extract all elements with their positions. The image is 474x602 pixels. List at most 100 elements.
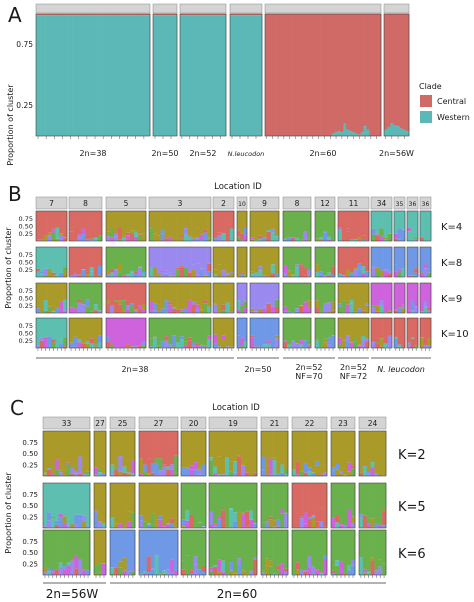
cluster-bar-segment — [375, 247, 380, 268]
cluster-bar-segment — [365, 341, 370, 348]
cluster-bar-segment — [149, 310, 154, 313]
cluster-bar-segment — [241, 570, 246, 573]
cluster-bar-segment — [407, 318, 411, 343]
cluster-bar-segment — [168, 302, 173, 305]
panel-a-bar-central — [88, 14, 94, 16]
panel-a-bar-western — [76, 15, 82, 136]
cluster-bar-segment — [291, 211, 296, 238]
cluster-bar-segment — [149, 346, 154, 348]
cluster-bar-segment — [74, 530, 79, 556]
cluster-bar-segment — [303, 483, 308, 513]
cluster-bar-segment — [59, 233, 64, 236]
cluster-bar-segment — [361, 273, 366, 277]
cluster-bar-segment — [94, 483, 99, 511]
panel-a-bar-western — [242, 15, 247, 136]
cluster-bar-segment — [270, 306, 276, 312]
cluster-bar-segment — [366, 471, 371, 474]
cluster-bar-segment — [195, 308, 200, 313]
cluster-bar-segment — [160, 233, 165, 241]
cluster-bar-segment — [362, 527, 368, 528]
cluster-bar-segment — [299, 431, 304, 472]
cluster-bar-segment — [142, 318, 147, 342]
cluster-bar-segment — [338, 303, 343, 307]
cluster-bar-segment — [383, 312, 389, 313]
panel-a-bar-western — [352, 132, 356, 136]
cluster-bar-segment — [284, 568, 289, 572]
cluster-bar-segment — [110, 431, 115, 465]
location-strip — [370, 196, 393, 210]
cluster-bar-segment — [89, 211, 95, 239]
cluster-bar-segment — [221, 310, 226, 313]
cluster-bar-segment — [357, 211, 362, 238]
cluster-bar-segment — [387, 335, 393, 348]
cluster-bar-segment — [66, 525, 71, 528]
cluster-bar-segment — [139, 515, 144, 521]
cluster-bar-segment — [221, 339, 226, 348]
cluster-bar-segment — [172, 308, 177, 313]
cluster-bar-segment — [319, 247, 324, 272]
cluster-bar-segment — [162, 431, 167, 465]
cluster-bar-segment — [203, 232, 208, 241]
cluster-bar-segment — [114, 301, 119, 313]
cluster-bar-segment — [86, 526, 91, 528]
cluster-bar-segment — [203, 303, 208, 313]
cluster-bar-segment — [292, 469, 297, 476]
cluster-bar-segment — [39, 240, 45, 241]
cluster-bar-segment — [106, 318, 111, 337]
cluster-bar-segment — [126, 571, 132, 575]
cluster-bar-segment — [366, 523, 371, 528]
cluster-bar-segment — [98, 524, 103, 528]
cluster-bar-segment — [323, 342, 328, 348]
panel-a-bar-western — [246, 15, 251, 136]
legend-central-label: Central — [437, 97, 466, 106]
cluster-row-frame — [212, 246, 235, 278]
cluster-bar-segment — [341, 275, 347, 277]
cluster-bar-segment — [193, 431, 198, 463]
panel-a-bar-western — [340, 132, 344, 136]
cluster-bar-segment — [69, 227, 74, 232]
cluster-bar-segment — [207, 271, 212, 277]
cluster-bar-segment — [170, 464, 175, 470]
cluster-bar-segment — [295, 483, 301, 528]
cluster-bar-segment — [197, 474, 203, 476]
location-id-label: 10 — [238, 201, 246, 208]
cluster-bar-segment — [81, 228, 86, 235]
cluster-row-frame — [138, 430, 179, 477]
cluster-bar-segment — [183, 318, 189, 342]
cluster-bar-segment — [168, 318, 173, 345]
cluster-bar-segment — [345, 283, 350, 305]
cluster-row-frame — [105, 246, 147, 278]
cluster-bar-segment — [217, 483, 222, 517]
cluster-bar-segment — [193, 564, 198, 575]
cluster-bar-segment — [272, 457, 277, 460]
cluster-bar-segment — [63, 299, 68, 311]
cluster-bar-segment — [237, 236, 241, 241]
cluster-bar-segment — [139, 574, 144, 575]
panel-a-bar-central — [305, 14, 309, 136]
cluster-bar-segment — [94, 474, 99, 476]
panel-c-bars: 33 27 25 27 20 19 21 22 23 240.750.500.25K=20.750… — [22, 416, 426, 601]
cluster-bar-segment — [187, 272, 192, 277]
cluster-bar-segment — [85, 318, 90, 342]
location-strip — [68, 196, 103, 210]
cluster-bar-segment — [229, 283, 235, 312]
panel-a-bar-central — [169, 14, 174, 16]
cluster-bar-segment — [94, 512, 99, 528]
cluster-row-frame — [249, 282, 280, 314]
cluster-bar-segment — [266, 247, 272, 277]
cluster-bar-segment — [375, 342, 380, 344]
panel-a-bar-western — [165, 15, 170, 136]
cluster-bar-segment — [357, 318, 362, 345]
panel-a-bar-western — [48, 15, 53, 136]
cluster-bar-segment — [77, 283, 82, 300]
cluster-bar-segment — [240, 274, 244, 277]
cluster-bar-segment — [311, 472, 316, 473]
panel-a-bar-central — [317, 14, 321, 136]
cluster-bar-segment — [423, 300, 428, 307]
cluster-bar-segment — [187, 247, 192, 273]
cluster-bar-segment — [170, 469, 175, 476]
cluster-row-frame — [249, 246, 280, 278]
cluster-bar-segment — [130, 460, 136, 474]
location-id-label: 33 — [62, 419, 72, 428]
cluster-bar-segment — [183, 341, 189, 345]
